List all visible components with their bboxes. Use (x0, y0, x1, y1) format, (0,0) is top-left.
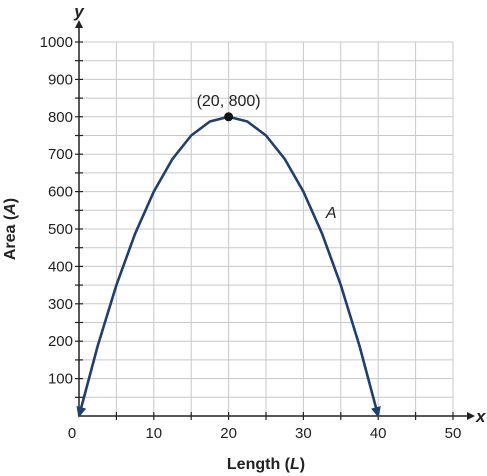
y-tick-label: 800 (48, 109, 73, 126)
y-tick-label: 100 (48, 371, 73, 388)
y-axis-letter: y (73, 2, 85, 21)
x-tick-label: 30 (295, 425, 312, 442)
vertex-point (224, 112, 234, 122)
vertex-point-label: (20, 800) (197, 93, 261, 110)
x-tick-label: 40 (370, 425, 387, 442)
y-tick-label: 900 (48, 71, 73, 88)
x-tick-label: 10 (145, 425, 162, 442)
x-axis-title: Length (L) (227, 456, 305, 473)
y-axis-title: Area (A) (2, 198, 19, 260)
series-label: A (325, 205, 337, 222)
y-tick-label: 200 (48, 333, 73, 350)
y-tick-label: 700 (48, 146, 73, 163)
series: A (20, 800) (76, 93, 381, 418)
tick-labels: 0 10 20 30 40 50 100 200 300 400 500 600 700 800 900 10… (40, 34, 462, 442)
x-tick-label: 50 (445, 425, 462, 442)
x-tick-label: 20 (220, 425, 237, 442)
y-tick-label: 600 (48, 184, 73, 201)
y-tick-label: 1000 (40, 34, 73, 51)
x-axis-letter: x (475, 407, 487, 426)
y-tick-label: 400 (48, 258, 73, 275)
grid (79, 41, 454, 416)
x-tick-label: 0 (68, 425, 76, 442)
y-tick-label: 300 (48, 296, 73, 313)
y-tick-label: 500 (48, 221, 73, 238)
